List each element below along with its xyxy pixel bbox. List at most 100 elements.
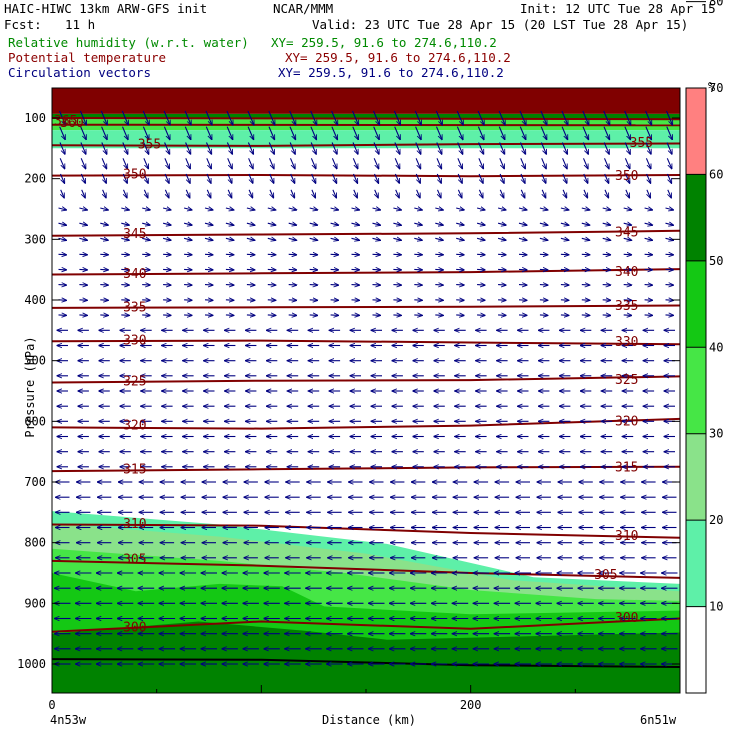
vector-arrow [581,208,590,210]
vector-arrow [165,189,169,198]
vector-arrow [519,126,526,140]
vector-arrow [518,315,527,316]
vector-arrow [498,110,505,125]
vector-arrow [288,254,297,255]
vector-arrow [79,223,87,225]
vector-arrow [225,315,234,316]
y-tick-label: 900 [24,596,46,610]
vector-arrow [309,208,318,210]
vector-arrow [144,189,148,198]
vector-arrow [518,254,527,255]
theta-label-right-300: 300 [615,611,638,626]
vector-arrow [581,254,590,255]
vector-arrow [415,158,421,169]
theta-label-right-335: 335 [615,299,638,314]
vector-arrow [288,208,297,210]
vector-arrow [164,173,169,183]
vector-arrow [143,142,149,155]
theta-contour-360 [52,123,680,127]
colorbar-band [686,174,706,261]
vector-arrow [101,158,107,169]
vector-arrow [225,208,234,210]
vector-arrow [162,208,171,210]
vector-arrow [414,315,422,316]
vector-arrow [456,269,464,270]
vector-arrow [142,300,150,301]
vector-arrow [435,254,443,255]
vector-arrow [121,254,129,255]
vector-arrow [456,126,463,140]
vector-arrow [477,110,484,125]
vector-arrow [79,208,87,210]
vector-arrow [58,285,67,286]
theta-contour-315 [52,465,680,473]
vector-arrow [435,126,443,140]
vector-arrow [79,315,87,316]
colorbar-label: 40 [709,340,723,354]
vector-arrow [456,300,464,301]
vector-arrow [602,300,611,301]
theta-contours [52,117,680,668]
vector-arrow [539,223,548,225]
x-right-endpoint: 6n51w [640,713,677,727]
circulation-vectors [55,110,678,664]
vector-arrow [666,158,672,169]
vector-arrow [498,269,506,270]
vector-arrow [331,126,338,140]
vector-arrow [476,208,485,210]
vector-arrow [143,158,149,169]
vector-arrow [415,126,422,140]
vector-arrow [458,189,462,198]
theta-label-left-325: 325 [123,374,146,389]
vector-arrow [163,300,171,301]
colorbar: 102030405060708090100 [685,0,723,694]
vector-arrow [645,158,651,169]
vector-arrow [560,285,569,286]
vector-arrow [79,254,87,255]
y-tick-label: 100 [24,111,46,125]
theta-label-left-360: 360 [60,116,83,131]
vector-arrow [456,315,464,316]
vector-arrow [61,189,64,198]
vector-arrow [563,189,567,198]
vector-arrow [583,173,588,183]
theta-label-right-320: 320 [615,414,638,429]
vector-arrow [121,315,129,316]
colorbar-band [686,433,706,521]
vector-arrow [539,300,548,301]
vector-arrow [417,189,421,198]
colorbar-band [686,606,706,693]
vector-arrow [204,254,213,255]
vector-arrow [185,173,190,183]
vector-arrow [207,189,211,198]
vector-arrow [247,126,254,140]
vector-arrow [246,223,255,225]
vector-arrow [204,208,213,210]
vector-arrow [246,300,255,301]
theta-label-left-320: 320 [123,419,146,434]
vector-arrow [267,269,276,270]
vector-arrow [246,254,255,255]
vector-arrow [183,238,192,240]
vector-arrow [626,189,630,198]
vector-arrow [351,285,360,286]
field-vectors-name: Circulation vectors [8,65,151,80]
vector-arrow [309,223,318,225]
vector-arrow [79,238,87,240]
theta-label-left-305: 305 [123,553,146,568]
vector-arrow [603,142,609,155]
vector-arrow [288,315,297,316]
vector-arrow [644,315,653,316]
vector-arrow [456,223,464,225]
vector-arrow [142,254,150,255]
vector-arrow [581,223,590,225]
theta-label-right-310: 310 [615,529,638,544]
vector-arrow [520,173,525,183]
vector-arrow [79,300,87,301]
vector-arrow [310,142,316,155]
vector-arrow [58,315,67,316]
vector-arrow [331,158,337,169]
vector-arrow [435,269,443,270]
vector-arrow [623,269,632,270]
vector-arrow [561,142,567,155]
